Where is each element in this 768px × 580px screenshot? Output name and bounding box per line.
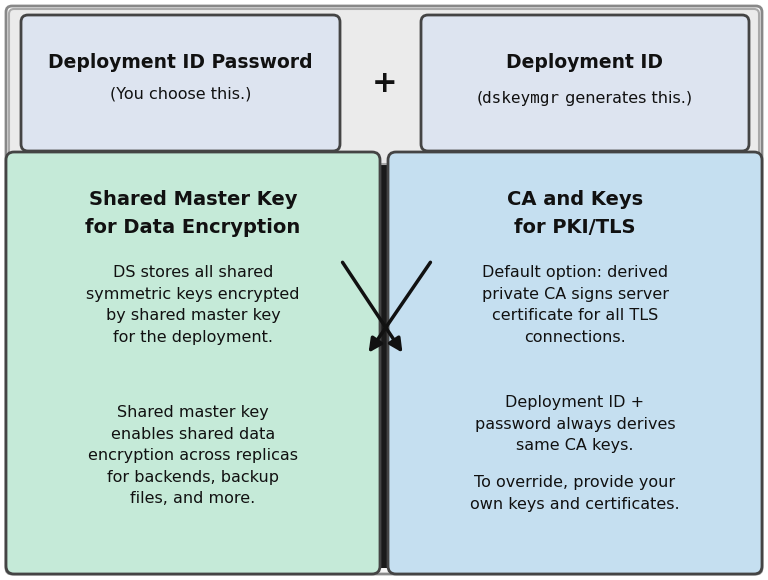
FancyBboxPatch shape: [6, 152, 380, 574]
Text: CA and Keys: CA and Keys: [507, 190, 643, 209]
Text: DS stores all shared
symmetric keys encrypted
by shared master key
for the deplo: DS stores all shared symmetric keys encr…: [86, 265, 300, 345]
Text: Default option: derived
private CA signs server
certificate for all TLS
connecti: Default option: derived private CA signs…: [482, 265, 668, 345]
Text: generates this.): generates this.): [560, 90, 692, 106]
Text: To override, provide your
own keys and certificates.: To override, provide your own keys and c…: [470, 475, 680, 512]
Text: Deployment ID Password: Deployment ID Password: [48, 53, 313, 71]
Text: (: (: [476, 90, 482, 106]
FancyBboxPatch shape: [421, 15, 749, 151]
Text: Shared Master Key: Shared Master Key: [89, 190, 297, 209]
Text: +: +: [372, 68, 398, 97]
Text: (You choose this.): (You choose this.): [110, 86, 251, 102]
FancyBboxPatch shape: [21, 15, 340, 151]
Text: Deployment ID: Deployment ID: [507, 53, 664, 71]
Text: Deployment ID +
password always derives
same CA keys.: Deployment ID + password always derives …: [475, 395, 675, 453]
Text: dskeymgr: dskeymgr: [482, 90, 559, 106]
FancyBboxPatch shape: [388, 152, 762, 574]
FancyBboxPatch shape: [6, 6, 762, 574]
Bar: [14, 168, 754, 568]
Text: for PKI/TLS: for PKI/TLS: [515, 218, 636, 237]
Text: Shared master key
enables shared data
encryption across replicas
for backends, b: Shared master key enables shared data en…: [88, 405, 298, 506]
FancyBboxPatch shape: [9, 9, 759, 164]
Text: for Data Encryption: for Data Encryption: [85, 218, 300, 237]
Bar: [14, 153, 754, 168]
